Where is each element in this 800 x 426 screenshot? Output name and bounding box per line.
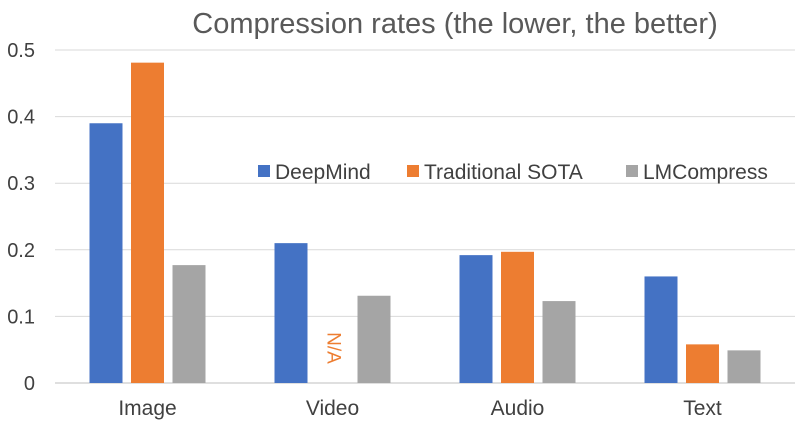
bar-traditional-sota-image xyxy=(131,62,164,384)
legend-item-deepmind: DeepMind xyxy=(258,161,371,184)
bar-deepmind-video xyxy=(274,243,308,383)
bar-lmcompress-text xyxy=(727,350,761,383)
legend: DeepMind Traditional SOTA LMCompress xyxy=(258,161,768,184)
y-tick-label: 0.1 xyxy=(7,306,35,328)
bar-deepmind-image xyxy=(89,123,123,383)
legend-swatch xyxy=(258,165,270,177)
x-category-label: Audio xyxy=(491,397,545,420)
x-axis-labels: Image Video Audio Text xyxy=(118,397,722,420)
y-tick-label: 0.5 xyxy=(7,40,35,62)
bars: N/A xyxy=(89,62,761,384)
y-axis-ticks: 0 0.1 0.2 0.3 0.4 0.5 xyxy=(7,40,35,395)
legend-label: LMCompress xyxy=(643,161,768,184)
bar-deepmind-audio xyxy=(459,255,493,383)
x-category-label: Video xyxy=(306,397,359,420)
legend-item-lmcompress: LMCompress xyxy=(626,161,768,184)
bar-lmcompress-image xyxy=(172,265,206,383)
na-annotation: N/A xyxy=(322,332,343,364)
chart-title: Compression rates (the lower, the better… xyxy=(192,8,717,40)
y-tick-label: 0 xyxy=(24,373,35,395)
bar-traditional-sota-text xyxy=(686,344,719,383)
legend-label: DeepMind xyxy=(275,161,371,184)
x-category-label: Image xyxy=(118,397,176,420)
y-tick-label: 0.4 xyxy=(7,107,35,129)
bar-traditional-sota-audio xyxy=(501,251,534,383)
legend-label: Traditional SOTA xyxy=(424,161,583,184)
bar-lmcompress-audio xyxy=(542,301,576,383)
legend-swatch xyxy=(407,165,419,177)
y-tick-label: 0.2 xyxy=(7,240,35,262)
legend-swatch xyxy=(626,165,638,177)
bar-deepmind-text xyxy=(644,276,678,383)
legend-item-traditional-sota: Traditional SOTA xyxy=(407,161,583,184)
x-category-label: Text xyxy=(683,397,722,420)
bar-lmcompress-video xyxy=(357,295,391,383)
gridlines xyxy=(55,49,795,384)
y-tick-label: 0.3 xyxy=(7,173,35,195)
